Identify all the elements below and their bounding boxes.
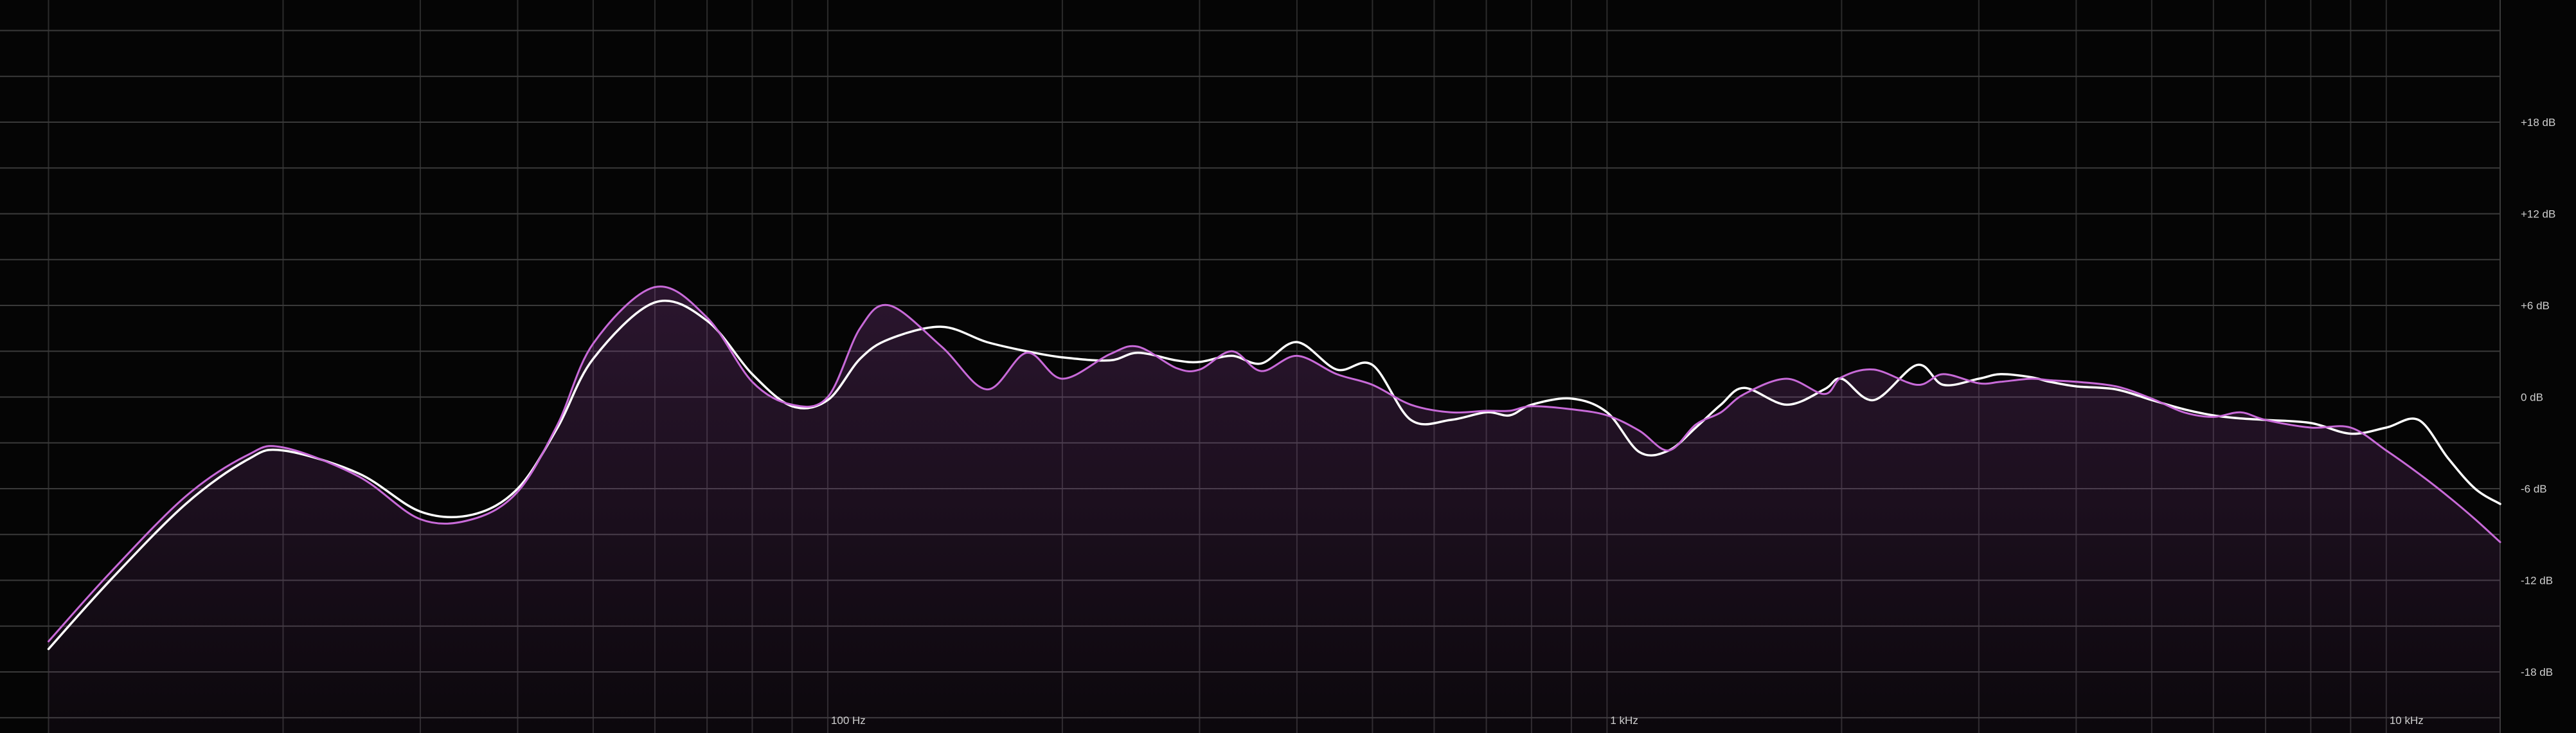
y-tick-label: 0 dB (2521, 392, 2543, 404)
y-tick-label: -18 dB (2521, 666, 2553, 678)
y-tick-label: +6 dB (2521, 300, 2550, 312)
x-tick-label: 10 kHz (2390, 714, 2424, 727)
y-tick-label: -12 dB (2521, 575, 2553, 587)
x-tick-label: 100 Hz (831, 714, 866, 727)
x-tick-label: 1 kHz (1610, 714, 1638, 727)
response-area-fill (48, 286, 2500, 733)
series-line-1 (47, 299, 2501, 651)
y-tick-label: -6 dB (2521, 483, 2547, 495)
y-tick-label: +18 dB (2521, 116, 2555, 129)
x-axis-labels: 100 Hz 1 kHz 10 kHz (831, 714, 2424, 727)
series-line-2 (48, 285, 2501, 642)
series-group (47, 285, 2501, 651)
y-axis-labels: +18 dB +12 dB +6 dB 0 dB -6 dB -12 dB -18 dB (2521, 116, 2555, 678)
y-tick-label: +12 dB (2521, 208, 2555, 221)
